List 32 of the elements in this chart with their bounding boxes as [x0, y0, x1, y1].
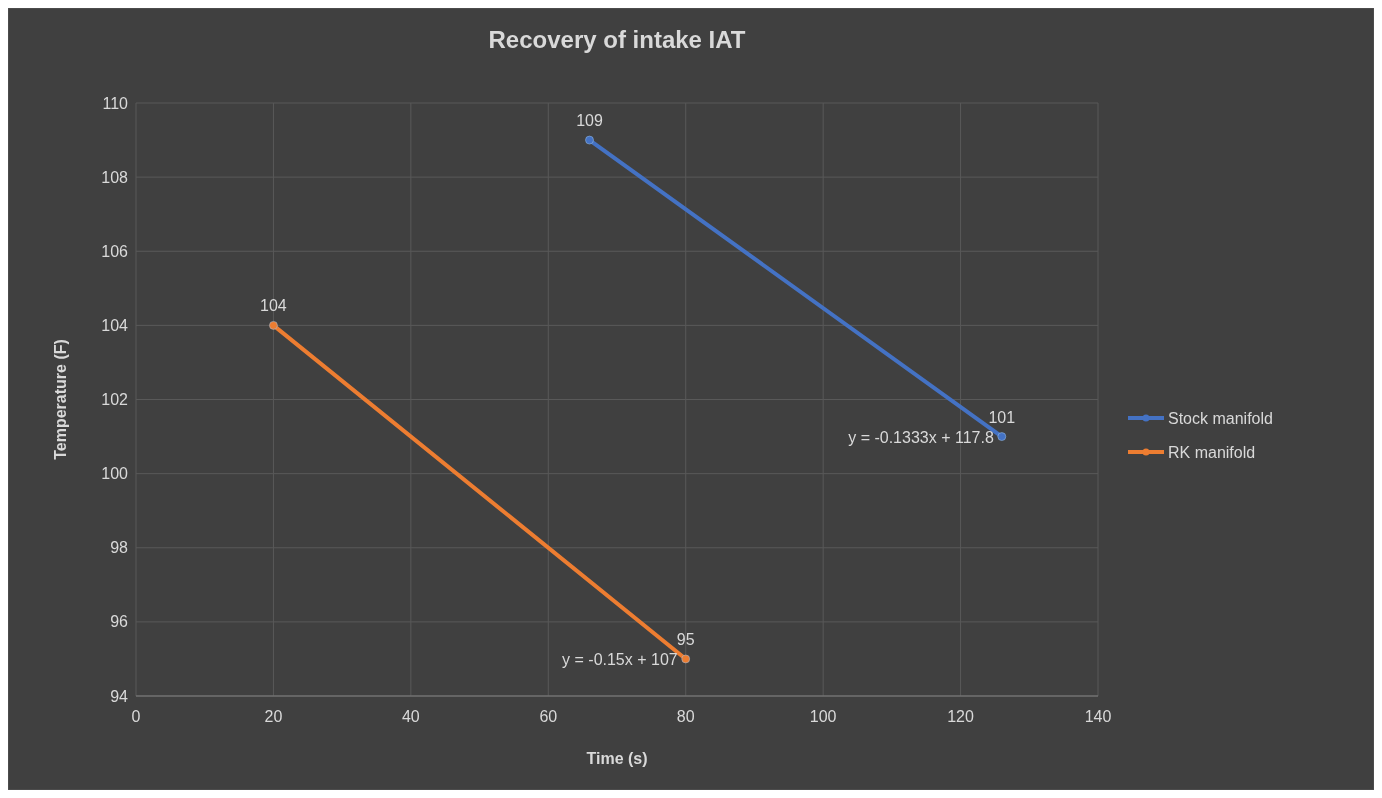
legend-label: Stock manifold — [1168, 409, 1273, 427]
point — [997, 432, 1007, 441]
data-label: 95 — [676, 630, 695, 648]
y-tick-label: 108 — [101, 168, 129, 186]
point — [681, 654, 690, 664]
y-axis-title: Temperature (F) — [52, 339, 69, 460]
x-axis-title: Time (s) — [586, 750, 648, 767]
y-tick-label: 106 — [101, 242, 129, 260]
x-tick-label: 60 — [539, 708, 558, 725]
data-label: 104 — [260, 297, 287, 315]
y-tick-label: 98 — [110, 539, 129, 557]
annotation: y = -0.15x + 107 — [562, 650, 678, 668]
chart-title: Recovery of intake IAT — [488, 26, 746, 53]
y-tick-label: 96 — [110, 613, 129, 631]
x-tick-label: 40 — [401, 708, 420, 725]
x-tick-label: 80 — [676, 708, 695, 725]
x-tick-label: 120 — [947, 708, 975, 725]
y-tick-label: 110 — [102, 94, 129, 112]
x-tick-label: 0 — [131, 708, 141, 725]
annotation: y = -0.1333x + 117.8 — [848, 428, 994, 446]
x-tick-label: 140 — [1084, 708, 1112, 725]
point — [585, 135, 594, 145]
y-tick-label: 102 — [101, 391, 129, 409]
legend-label: RK manifold — [1168, 443, 1256, 461]
point — [269, 321, 278, 330]
y-tick-label: 100 — [101, 465, 129, 483]
data-label: 109 — [576, 112, 603, 130]
x-tick-label: 100 — [809, 708, 837, 725]
y-tick-label: 94 — [110, 687, 129, 705]
y-tick-label: 104 — [101, 316, 129, 334]
data-label: 101 — [988, 408, 1016, 426]
x-tick-label: 20 — [264, 708, 283, 725]
